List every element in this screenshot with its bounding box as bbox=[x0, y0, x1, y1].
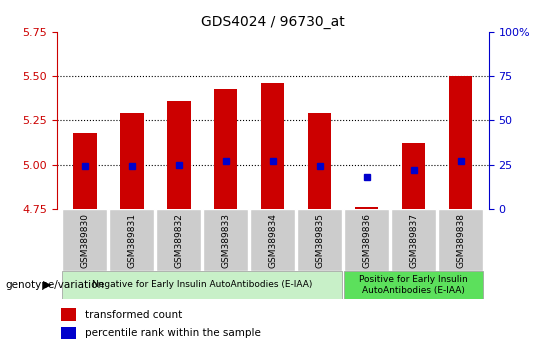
Text: GSM389838: GSM389838 bbox=[456, 213, 465, 268]
Bar bbox=[344, 209, 389, 271]
Text: GSM389834: GSM389834 bbox=[268, 213, 277, 268]
Bar bbox=[203, 209, 248, 271]
Text: Negative for Early Insulin AutoAntibodies (E-IAA): Negative for Early Insulin AutoAntibodie… bbox=[92, 280, 313, 290]
Bar bbox=[167, 101, 191, 209]
Text: GSM389835: GSM389835 bbox=[315, 213, 324, 268]
Bar bbox=[449, 76, 472, 209]
Bar bbox=[250, 209, 295, 271]
Text: GSM389830: GSM389830 bbox=[80, 213, 90, 268]
Text: GSM389832: GSM389832 bbox=[174, 213, 183, 268]
Text: percentile rank within the sample: percentile rank within the sample bbox=[85, 328, 261, 338]
Title: GDS4024 / 96730_at: GDS4024 / 96730_at bbox=[201, 16, 345, 29]
Text: genotype/variation: genotype/variation bbox=[5, 280, 105, 290]
Bar bbox=[308, 113, 332, 209]
Bar bbox=[120, 113, 144, 209]
Text: GSM389836: GSM389836 bbox=[362, 213, 371, 268]
Bar bbox=[297, 209, 342, 271]
Text: GSM389833: GSM389833 bbox=[221, 213, 230, 268]
Text: Positive for Early Insulin
AutoAntibodies (E-IAA): Positive for Early Insulin AutoAntibodie… bbox=[359, 275, 468, 295]
Bar bbox=[109, 209, 154, 271]
Bar bbox=[355, 207, 379, 209]
Bar bbox=[61, 308, 76, 321]
Bar bbox=[214, 88, 238, 209]
Bar bbox=[402, 143, 426, 209]
Text: GSM389831: GSM389831 bbox=[127, 213, 136, 268]
Bar bbox=[62, 209, 107, 271]
Bar bbox=[344, 271, 483, 299]
Bar bbox=[73, 133, 97, 209]
Bar bbox=[261, 83, 285, 209]
Bar bbox=[62, 271, 342, 299]
Bar bbox=[438, 209, 483, 271]
Bar bbox=[391, 209, 436, 271]
Text: transformed count: transformed count bbox=[85, 309, 182, 320]
Text: GSM389837: GSM389837 bbox=[409, 213, 418, 268]
Bar bbox=[61, 327, 76, 339]
Bar bbox=[156, 209, 201, 271]
Text: ▶: ▶ bbox=[43, 280, 51, 290]
